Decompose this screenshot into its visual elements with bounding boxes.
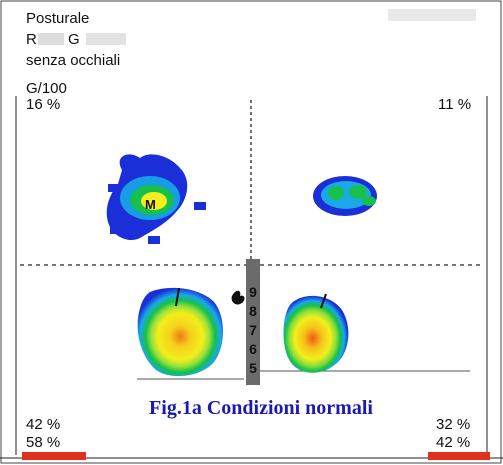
marker-m: M [145,197,156,212]
percent-top-right: 11 % [438,96,472,113]
pressure-zone-top-right [313,176,377,216]
scale-digit-8: 8 [249,303,257,319]
load-bar-left [22,452,86,460]
percent-top-left: 16 % [26,96,61,113]
scale-digit-6: 6 [249,341,257,357]
percent-bottom-right: 32 % [436,416,471,433]
redacted-text [388,9,476,21]
figure-caption: Fig.1a Condizioni normali [149,397,373,419]
scale-bar [246,259,260,385]
redacted-name-1 [38,33,64,45]
header-title: Posturale [26,10,90,27]
center-of-pressure-icon [231,290,245,305]
pressure-zone-top-left [106,154,206,244]
percent-total-left: 58 % [26,434,61,451]
pressure-zone-bottom-left [137,287,223,377]
pressure-zone-bottom-right [283,295,349,373]
scale-digit-5: 5 [249,360,257,376]
header-condition: senza occhiali [26,52,121,69]
scale-digit-9: 9 [249,284,257,300]
header-name-partial: R [26,31,37,48]
scale-label: G/100 [26,80,67,97]
redacted-name-2 [86,33,126,45]
header-name-initial: G [68,31,80,48]
direction-mark-right [320,293,327,309]
direction-mark-left [175,287,180,307]
scale-digit-7: 7 [249,322,257,338]
percent-total-right: 42 % [436,434,471,451]
percent-bottom-left: 42 % [26,416,61,433]
load-bar-right [428,452,490,460]
